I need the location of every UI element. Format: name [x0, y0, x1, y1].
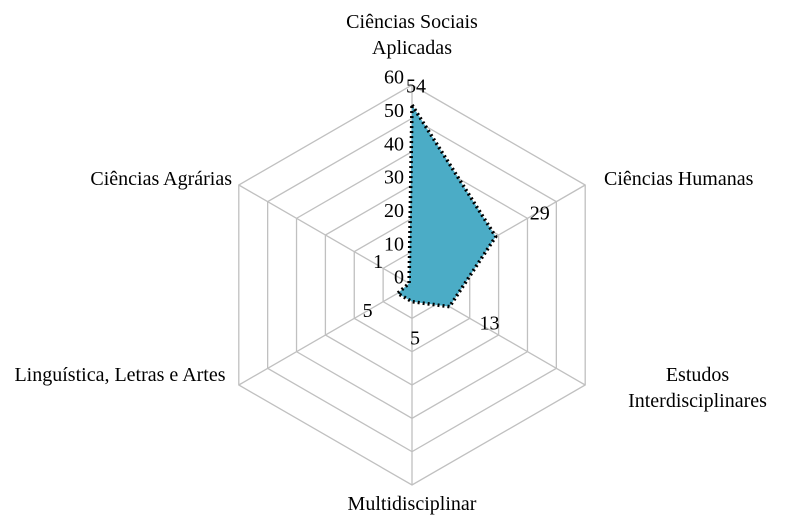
r-tick-label: 10 — [384, 233, 404, 255]
r-tick-label: 30 — [384, 167, 404, 189]
r-tick-label: 50 — [384, 100, 404, 122]
category-label: Multidisciplinar — [347, 493, 477, 515]
r-tick-label: 20 — [384, 200, 404, 222]
r-tick-label: 40 — [384, 133, 404, 155]
radar-area — [395, 103, 498, 309]
value-label: 29 — [530, 202, 550, 224]
value-label: 1 — [373, 251, 383, 273]
category-label: Ciências Humanas — [604, 168, 754, 190]
value-label: 54 — [406, 76, 426, 98]
r-tick-label: 0 — [394, 267, 404, 289]
value-label: 5 — [410, 327, 420, 349]
category-label: Ciências Sociais Aplicadas — [346, 11, 478, 59]
value-label: 13 — [480, 312, 500, 334]
r-tick-label: 60 — [384, 67, 404, 89]
category-label: Linguística, Letras e Artes — [14, 364, 226, 386]
category-label: Ciências Agrárias — [90, 168, 232, 190]
axis-spoke — [238, 184, 413, 286]
category-label: Estudos Interdisciplinares — [628, 364, 767, 412]
axis-spoke — [238, 284, 413, 386]
value-label: 5 — [363, 300, 373, 322]
